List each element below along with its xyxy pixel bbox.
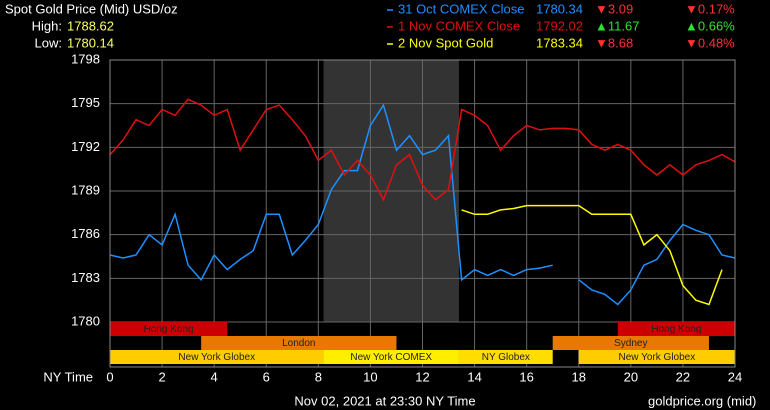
y-tick-label: 1780 xyxy=(71,313,100,328)
session-label: NY Globex xyxy=(482,352,530,363)
x-tick-label: 8 xyxy=(315,369,322,384)
session-bar xyxy=(578,350,735,364)
y-tick-label: 1783 xyxy=(71,270,100,285)
x-tick-label: 10 xyxy=(363,369,377,384)
legend-change: ▲11.67 xyxy=(595,18,639,33)
session-bar xyxy=(617,322,735,336)
x-tick-label: 24 xyxy=(728,369,742,384)
x-tick-label: 22 xyxy=(676,369,690,384)
x-axis-label: NY Time xyxy=(43,369,93,384)
session-label: New York Globex xyxy=(178,352,255,363)
session-bar xyxy=(458,350,553,364)
legend-change-pct: ▼0.17% xyxy=(685,1,735,16)
source: goldprice.org (mid) xyxy=(648,393,756,408)
legend-change: ▼8.68 xyxy=(595,35,633,50)
footer: Nov 02, 2021 at 23:30 NY Time xyxy=(294,393,475,408)
legend-name: 2 Nov Spot Gold xyxy=(398,35,493,50)
x-tick-label: 18 xyxy=(572,369,586,384)
session-bar xyxy=(110,350,324,364)
high-value: 1788.62 xyxy=(67,18,114,33)
x-tick-label: 6 xyxy=(263,369,270,384)
legend-close: 1792.02 xyxy=(536,18,583,33)
legend-name: 31 Oct COMEX Close xyxy=(398,1,524,16)
y-tick-label: 1792 xyxy=(71,139,100,154)
y-tick-label: 1789 xyxy=(71,182,100,197)
session-bar xyxy=(552,336,709,350)
session-label: Hong Kong xyxy=(144,324,194,335)
x-tick-label: 0 xyxy=(106,369,113,384)
y-tick-label: 1786 xyxy=(71,226,100,241)
x-tick-label: 20 xyxy=(624,369,638,384)
series-line xyxy=(109,98,736,202)
session-label: Hong Kong xyxy=(651,324,701,335)
session-label: New York COMEX xyxy=(350,352,432,363)
series-line xyxy=(109,103,736,306)
chart-title: Spot Gold Price (Mid) USD/oz xyxy=(5,1,178,16)
x-tick-label: 16 xyxy=(519,369,533,384)
session-label: New York Globex xyxy=(619,352,696,363)
legend-change: ▼3.09 xyxy=(595,1,633,16)
low-value: 1780.14 xyxy=(67,35,114,50)
legend-change-pct: ▲0.66% xyxy=(685,18,735,33)
session-label: Sydney xyxy=(614,338,647,349)
legend-change-pct: ▼0.48% xyxy=(685,35,735,50)
legend-close: 1780.34 xyxy=(536,1,583,16)
session-label: London xyxy=(282,338,315,349)
legend-close: 1783.34 xyxy=(536,35,583,50)
high-label: High: xyxy=(32,18,62,33)
x-tick-label: 2 xyxy=(158,369,165,384)
session-bar xyxy=(201,336,397,350)
session-bar xyxy=(110,322,228,336)
x-tick-label: 14 xyxy=(467,369,481,384)
low-label: Low: xyxy=(35,35,62,50)
y-tick-label: 1795 xyxy=(71,95,100,110)
x-tick-label: 12 xyxy=(415,369,429,384)
series-line xyxy=(461,204,723,306)
x-tick-label: 4 xyxy=(211,369,218,384)
y-tick-label: 1798 xyxy=(71,51,100,66)
legend-name: 1 Nov COMEX Close xyxy=(398,18,520,33)
plot-frame xyxy=(109,59,736,368)
session-bar xyxy=(323,350,459,364)
